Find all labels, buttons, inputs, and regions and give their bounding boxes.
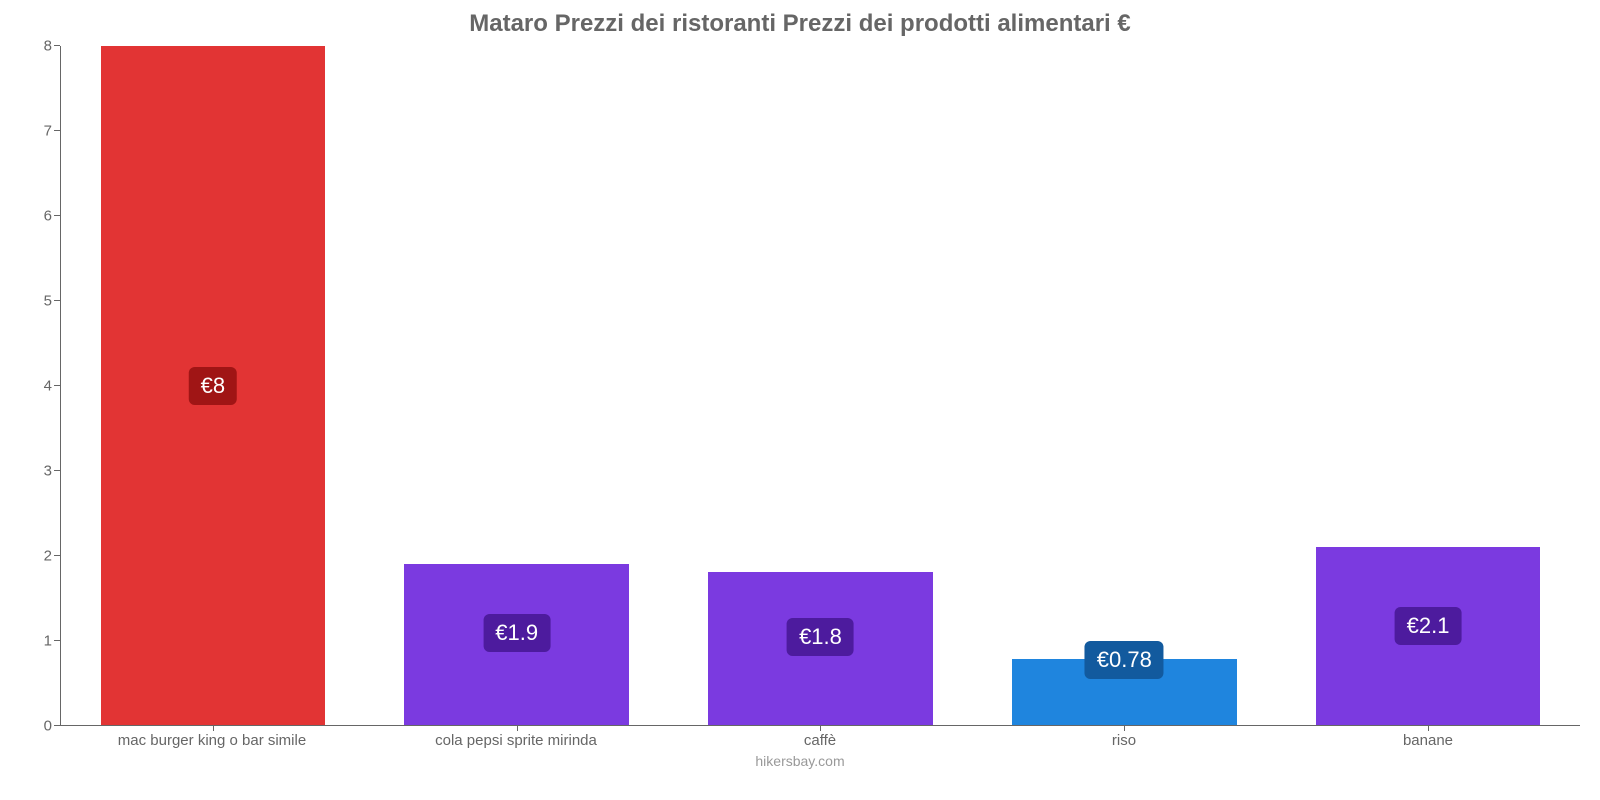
bar-slot: €1.8 [669, 46, 973, 725]
y-tick-label: 1 [44, 633, 52, 650]
x-tick-mark [213, 725, 214, 731]
y-tick-label: 0 [44, 718, 52, 735]
y-tick-label: 7 [44, 123, 52, 140]
chart-title: Mataro Prezzi dei ristoranti Prezzi dei … [20, 10, 1580, 38]
bar: €8 [101, 46, 326, 725]
bar-slot: €0.78 [972, 46, 1276, 725]
x-axis-label: banane [1276, 732, 1580, 749]
y-tick-label: 2 [44, 548, 52, 565]
bar: €1.9 [404, 564, 629, 725]
bar: €2.1 [1316, 547, 1541, 725]
bars-row: €8 €1.9 €1.8 €0.78 €2.1 [61, 46, 1580, 725]
x-axis-label: cola pepsi sprite mirinda [364, 732, 668, 749]
y-axis: 012345678 [20, 46, 60, 726]
plot-wrapper: 012345678 €8€1.9€1.8€0.78€2.1 [20, 46, 1580, 726]
value-badge: €0.78 [1085, 641, 1164, 679]
x-tick-mark [1124, 725, 1125, 731]
y-tick-label: 3 [44, 463, 52, 480]
x-tick-mark [820, 725, 821, 731]
attribution-text: hikersbay.com [20, 753, 1580, 769]
bar-slot: €2.1 [1276, 46, 1580, 725]
x-axis-label: caffè [668, 732, 972, 749]
bar-slot: €8 [61, 46, 365, 725]
x-axis-label: mac burger king o bar simile [60, 732, 364, 749]
value-badge: €2.1 [1395, 607, 1462, 645]
value-badge: €1.9 [483, 614, 550, 652]
y-tick-label: 5 [44, 293, 52, 310]
plot-area: €8 €1.9 €1.8 €0.78 €2.1 [60, 46, 1580, 726]
y-tick-label: 4 [44, 378, 52, 395]
bar: €1.8 [708, 572, 933, 725]
bar-slot: €1.9 [365, 46, 669, 725]
x-axis-labels: mac burger king o bar similecola pepsi s… [60, 732, 1580, 749]
y-tick-label: 8 [44, 38, 52, 55]
value-badge: €8 [189, 367, 237, 405]
x-axis-label: riso [972, 732, 1276, 749]
x-tick-mark [1428, 725, 1429, 731]
chart-container: Mataro Prezzi dei ristoranti Prezzi dei … [0, 0, 1600, 800]
x-tick-mark [517, 725, 518, 731]
y-tick-label: 6 [44, 208, 52, 225]
bar: €0.78 [1012, 659, 1237, 725]
value-badge: €1.8 [787, 618, 854, 656]
